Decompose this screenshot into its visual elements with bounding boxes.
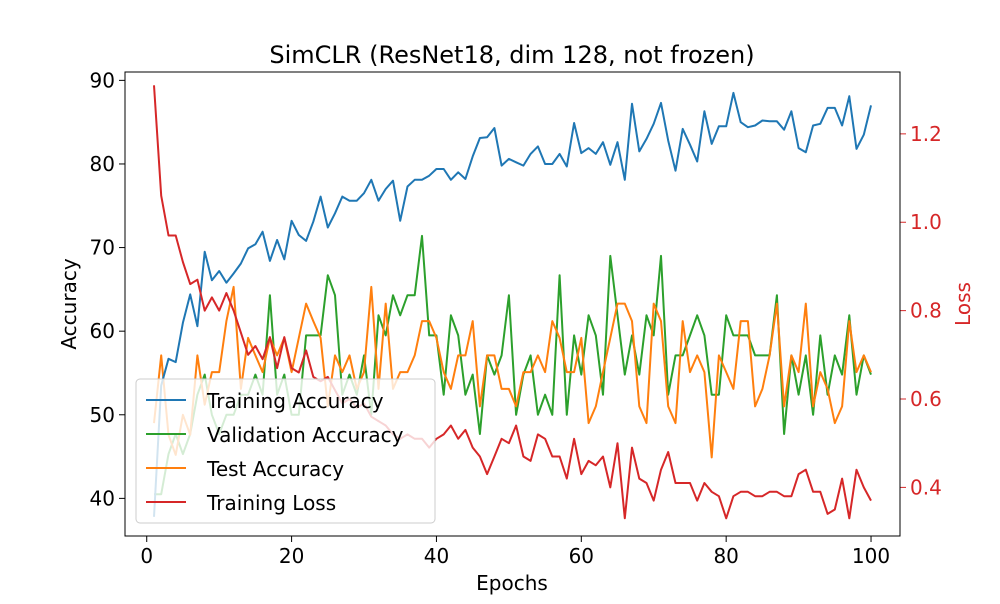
legend-box: [135, 378, 436, 524]
y-tick-label-left: 50: [90, 403, 115, 427]
y-tick-label-right: 0.6: [910, 387, 942, 411]
x-tick-label: 60: [569, 544, 594, 568]
y-axis-label-left: Accuracy: [57, 258, 81, 349]
series-line-test-accuracy: [153, 285, 872, 459]
y-tick-label-right: 1.0: [910, 210, 942, 234]
y-tick-label-left: 90: [90, 68, 115, 92]
series-line-training-accuracy: [153, 91, 872, 517]
legend: Training Accuracy Validation Accuracy Test…: [135, 378, 436, 524]
x-tick-label: 0: [140, 544, 153, 568]
y-tick-label-right: 1.2: [910, 122, 942, 146]
x-axis-label: Epochs: [476, 571, 548, 595]
series-line-training-loss: [153, 85, 872, 520]
ticks-layer: 0 20 40 60 80 100 40 50 60 70 80 90 0.4 0.6 0.8 1.0 1.2: [90, 68, 942, 568]
y-axis-label-right: Loss: [951, 282, 975, 326]
x-tick-label: 80: [713, 544, 738, 568]
x-tick-label: 40: [424, 544, 449, 568]
legend-label: Training Loss: [206, 491, 336, 515]
legend-label: Test Accuracy: [206, 457, 344, 481]
y-tick-label-right: 0.4: [910, 475, 942, 499]
legend-label: Training Accuracy: [206, 389, 384, 413]
y-tick-label-left: 70: [90, 236, 115, 260]
plot-frame: [124, 71, 901, 537]
y-tick-label-right: 0.8: [910, 299, 942, 323]
legend-label: Validation Accuracy: [207, 423, 404, 447]
x-tick-label: 100: [852, 544, 890, 568]
series-layer: [153, 85, 872, 520]
chart-title: SimCLR (ResNet18, dim 128, not frozen): [269, 41, 754, 69]
y-tick-label-left: 40: [90, 486, 115, 510]
y-tick-label-left: 80: [90, 152, 115, 176]
y-tick-label-left: 60: [90, 319, 115, 343]
x-tick-label: 20: [279, 544, 304, 568]
